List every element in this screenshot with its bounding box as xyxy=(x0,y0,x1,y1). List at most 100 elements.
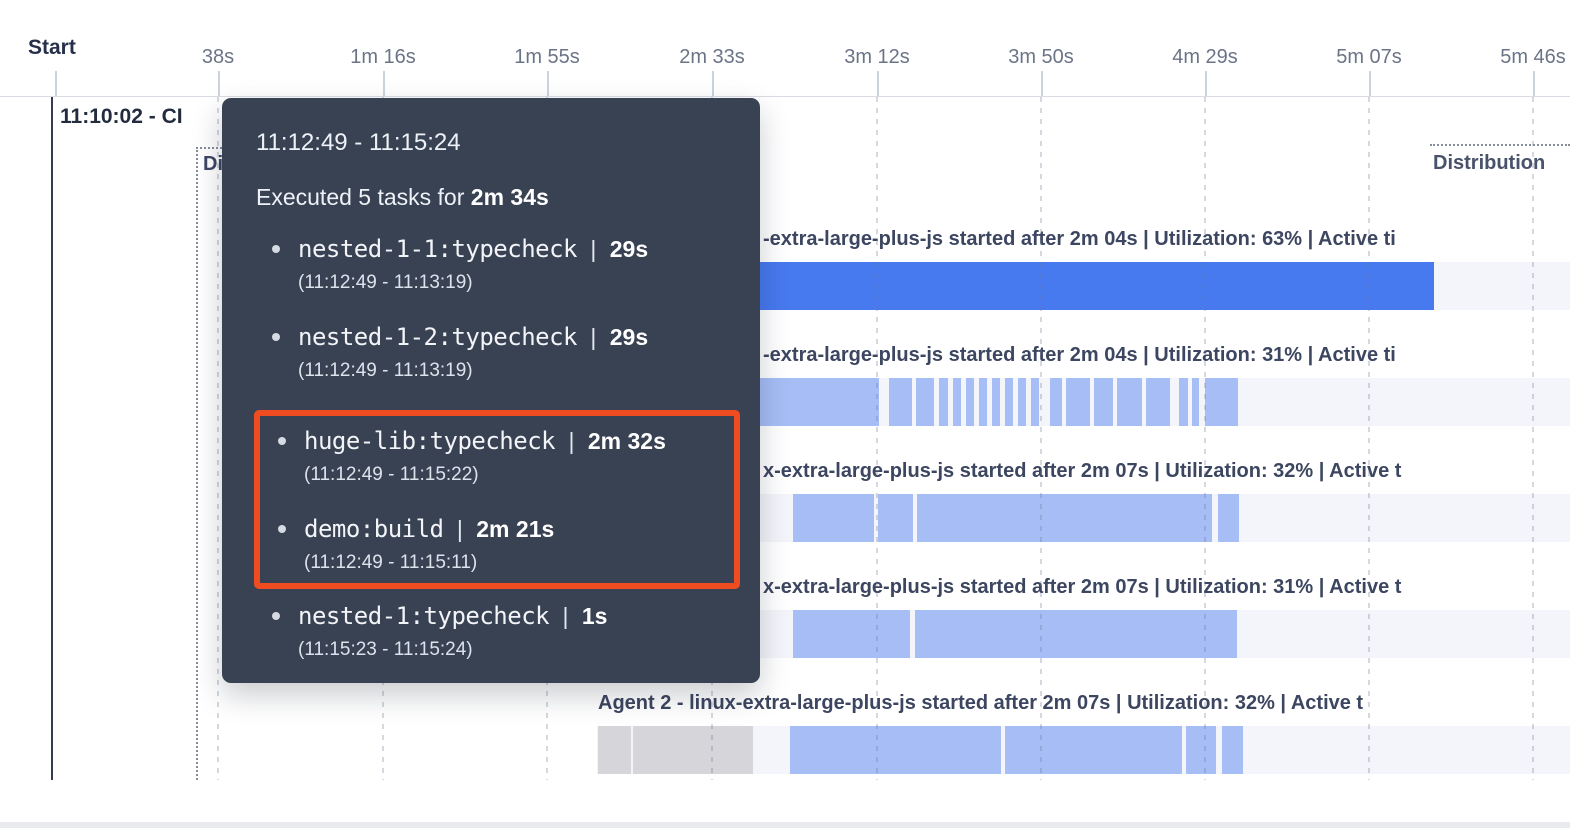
axis-tick-label: 5m 46s xyxy=(1500,46,1566,68)
agent-row-label: -extra-large-plus-js started after 2m 04… xyxy=(763,228,1396,250)
task-name-line: nested-1:typecheck | 1s xyxy=(298,601,760,631)
task-time-range: (11:12:49 - 11:15:22) xyxy=(304,464,479,485)
agent-task-segment[interactable] xyxy=(889,378,912,426)
highlighted-tasks-box: huge-lib:typecheck | 2m 32s (11:12:49 - 1… xyxy=(254,410,740,589)
axis-tick-label: Start xyxy=(28,36,76,59)
tooltip-task-item: nested-1:typecheck | 1s (11:15:23 - 11:15… xyxy=(256,601,760,662)
task-name: huge-lib:typecheck xyxy=(304,427,556,455)
task-name-line: demo:build | 2m 21s xyxy=(304,514,734,544)
bullet-icon xyxy=(272,245,280,253)
agent-idle-segment[interactable] xyxy=(633,726,753,774)
agent-task-segment[interactable] xyxy=(878,494,913,542)
bullet-icon xyxy=(278,525,286,533)
bullet-icon xyxy=(272,333,280,341)
task-duration: 2m 21s xyxy=(476,516,555,542)
bullet-icon xyxy=(278,437,286,445)
tooltip-task-item: nested-1-1:typecheck | 29s (11:12:49 - 11… xyxy=(256,234,760,295)
agent-task-segment[interactable] xyxy=(1192,378,1199,426)
axis-line xyxy=(0,96,1570,97)
task-separator: | xyxy=(583,324,603,350)
agent-task-segment[interactable] xyxy=(1146,378,1170,426)
axis-tick-mark xyxy=(1369,71,1371,96)
agent-task-segment[interactable] xyxy=(992,378,1000,426)
task-time-range: (11:12:49 - 11:13:19) xyxy=(298,272,473,293)
time-gridline xyxy=(1204,97,1206,780)
axis-tick-label: 1m 55s xyxy=(514,46,580,68)
time-gridline xyxy=(1368,97,1370,780)
agent-row-label: -extra-large-plus-js started after 2m 04… xyxy=(763,344,1396,366)
agent-task-segment[interactable] xyxy=(793,610,910,658)
task-separator: | xyxy=(450,516,470,542)
agent-task-segment[interactable] xyxy=(1205,378,1238,426)
agent-task-segment[interactable] xyxy=(966,378,974,426)
agent-task-segment[interactable] xyxy=(1066,378,1090,426)
agent-task-segment[interactable] xyxy=(916,378,934,426)
agent-task-segment[interactable] xyxy=(1005,378,1013,426)
task-time-range: (11:15:23 - 11:15:24) xyxy=(298,639,473,660)
axis-tick-mark xyxy=(218,71,220,96)
axis-tick-label: 4m 29s xyxy=(1172,46,1238,68)
task-separator: | xyxy=(556,603,575,629)
axis-tick-mark xyxy=(1041,71,1043,96)
agent-task-segment[interactable] xyxy=(1117,378,1142,426)
task-separator: | xyxy=(583,236,603,262)
tooltip-summary-prefix: Executed 5 tasks for xyxy=(256,184,471,210)
axis-tick-mark xyxy=(383,71,385,96)
axis-tick-label: 5m 07s xyxy=(1336,46,1402,68)
build-label: 11:10:02 - CI xyxy=(60,105,183,128)
tooltip-task-item: demo:build | 2m 21s (11:12:49 - 11:15:11) xyxy=(262,514,734,575)
agent-task-segment[interactable] xyxy=(1018,378,1026,426)
agent-task-segment[interactable] xyxy=(790,726,1001,774)
agent-row-label: x-extra-large-plus-js started after 2m 0… xyxy=(763,576,1402,598)
agent-task-segment[interactable] xyxy=(917,494,1212,542)
agent-task-segment[interactable] xyxy=(1179,378,1188,426)
time-gridline xyxy=(1532,97,1534,780)
axis-tick-mark xyxy=(547,71,549,96)
axis-tick-mark xyxy=(1533,71,1535,96)
agent-task-segment[interactable] xyxy=(1094,378,1113,426)
tooltip-summary-duration: 2m 34s xyxy=(470,184,549,210)
task-name: nested-1-2:typecheck xyxy=(298,323,577,351)
agent-task-segment[interactable] xyxy=(915,610,1237,658)
task-tooltip: 11:12:49 - 11:15:24 Executed 5 tasks for… xyxy=(222,98,760,683)
agent-idle-segment[interactable] xyxy=(598,726,631,774)
task-duration: 29s xyxy=(609,324,649,350)
agent-task-segment[interactable] xyxy=(1222,726,1243,774)
tooltip-task-item: nested-1-2:typecheck | 29s (11:12:49 - 11… xyxy=(256,322,760,383)
bullet-icon xyxy=(272,612,280,620)
agent-task-segment[interactable] xyxy=(1050,378,1062,426)
tooltip-time-range: 11:12:49 - 11:15:24 xyxy=(256,129,461,156)
distribution-box-right: Distribution xyxy=(1430,144,1570,175)
task-name: demo:build xyxy=(304,515,444,543)
axis-tick-mark xyxy=(712,71,714,96)
task-name-line: huge-lib:typecheck | 2m 32s xyxy=(304,426,734,456)
axis-tick-label: 38s xyxy=(201,46,235,68)
task-name: nested-1-1:typecheck xyxy=(298,235,577,263)
tooltip-task-list: nested-1-1:typecheck | 29s (11:12:49 - 11… xyxy=(254,234,760,662)
axis-tick-mark xyxy=(877,71,879,96)
task-time-range: (11:12:49 - 11:15:11) xyxy=(304,552,478,573)
time-gridline xyxy=(1040,97,1042,780)
agent-task-segment[interactable] xyxy=(1005,726,1182,774)
agent-task-segment[interactable] xyxy=(953,378,961,426)
time-gridline xyxy=(217,97,219,780)
agent-row-label: x-extra-large-plus-js started after 2m 0… xyxy=(763,460,1402,482)
task-duration: 1s xyxy=(581,603,608,629)
time-gridline xyxy=(876,97,878,780)
agent-task-segment[interactable] xyxy=(979,378,987,426)
agent-task-segment[interactable] xyxy=(1186,726,1216,774)
task-name: nested-1:typecheck xyxy=(298,602,550,630)
task-duration: 2m 32s xyxy=(587,428,666,454)
tooltip-summary: Executed 5 tasks for 2m 34s xyxy=(256,182,760,212)
agent-task-segment[interactable] xyxy=(1218,494,1239,542)
axis-tick-mark xyxy=(1205,71,1207,96)
tooltip-task-item: huge-lib:typecheck | 2m 32s (11:12:49 - 1… xyxy=(262,426,734,487)
axis-tick-label: 2m 33s xyxy=(679,46,745,68)
agent-task-segment[interactable] xyxy=(939,378,948,426)
agent-task-segment[interactable] xyxy=(1031,378,1039,426)
axis-tick-label: 1m 16s xyxy=(350,46,416,68)
agent-task-segment[interactable] xyxy=(793,494,874,542)
bottom-divider xyxy=(0,822,1570,828)
task-time-range: (11:12:49 - 11:13:19) xyxy=(298,360,473,381)
